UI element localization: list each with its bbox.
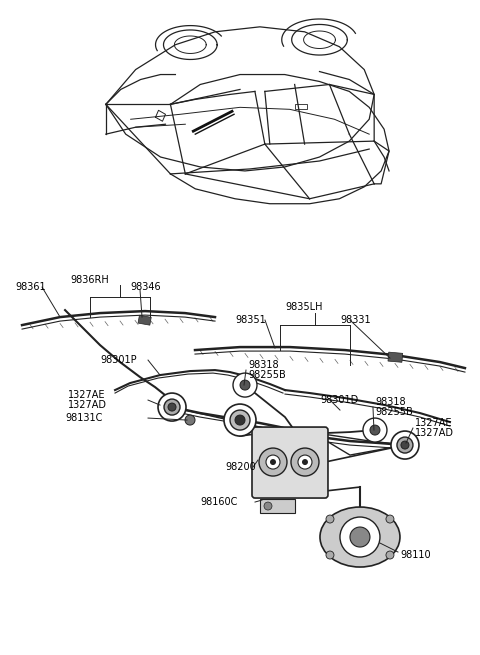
Circle shape — [391, 431, 419, 459]
Circle shape — [168, 403, 176, 411]
Circle shape — [164, 399, 180, 415]
Text: 98361: 98361 — [15, 282, 46, 292]
Bar — [138, 315, 151, 325]
Text: 98255B: 98255B — [248, 370, 286, 380]
FancyBboxPatch shape — [252, 427, 328, 498]
Circle shape — [397, 437, 413, 453]
Circle shape — [224, 404, 256, 436]
Circle shape — [326, 515, 334, 523]
Circle shape — [326, 551, 334, 559]
Circle shape — [270, 459, 276, 465]
Text: 9836RH: 9836RH — [70, 275, 109, 285]
Circle shape — [266, 455, 280, 469]
Text: 98301P: 98301P — [100, 355, 137, 365]
Circle shape — [302, 459, 308, 465]
Circle shape — [235, 415, 245, 425]
Circle shape — [340, 517, 380, 557]
Circle shape — [298, 455, 312, 469]
Text: 98160C: 98160C — [200, 497, 238, 507]
Text: 98255B: 98255B — [375, 407, 413, 417]
Text: 1327AE: 1327AE — [415, 418, 453, 428]
Circle shape — [350, 527, 370, 547]
Text: 98110: 98110 — [400, 550, 431, 560]
Circle shape — [386, 515, 394, 523]
Text: 1327AE: 1327AE — [68, 390, 106, 400]
Text: 98346: 98346 — [130, 282, 161, 292]
Circle shape — [401, 441, 409, 449]
Circle shape — [185, 415, 195, 425]
Bar — [260, 499, 295, 513]
Text: 98301D: 98301D — [320, 395, 358, 405]
Text: 9835LH: 9835LH — [285, 302, 323, 312]
Circle shape — [259, 448, 287, 476]
Circle shape — [158, 393, 186, 421]
Circle shape — [264, 502, 272, 510]
Circle shape — [386, 551, 394, 559]
Text: 98318: 98318 — [248, 360, 278, 370]
Circle shape — [291, 448, 319, 476]
Text: 98318: 98318 — [375, 397, 406, 407]
Circle shape — [370, 425, 380, 435]
Circle shape — [233, 373, 257, 397]
Circle shape — [363, 418, 387, 442]
Text: 1327AD: 1327AD — [68, 400, 107, 410]
Circle shape — [240, 380, 250, 390]
Bar — [295, 104, 307, 109]
Text: 98351: 98351 — [235, 315, 266, 325]
Text: 1327AD: 1327AD — [415, 428, 454, 438]
Circle shape — [230, 410, 250, 430]
Ellipse shape — [320, 507, 400, 567]
Text: 98331: 98331 — [340, 315, 371, 325]
Text: 98200: 98200 — [225, 462, 256, 472]
Bar — [388, 352, 403, 362]
Text: 98131C: 98131C — [65, 413, 102, 423]
